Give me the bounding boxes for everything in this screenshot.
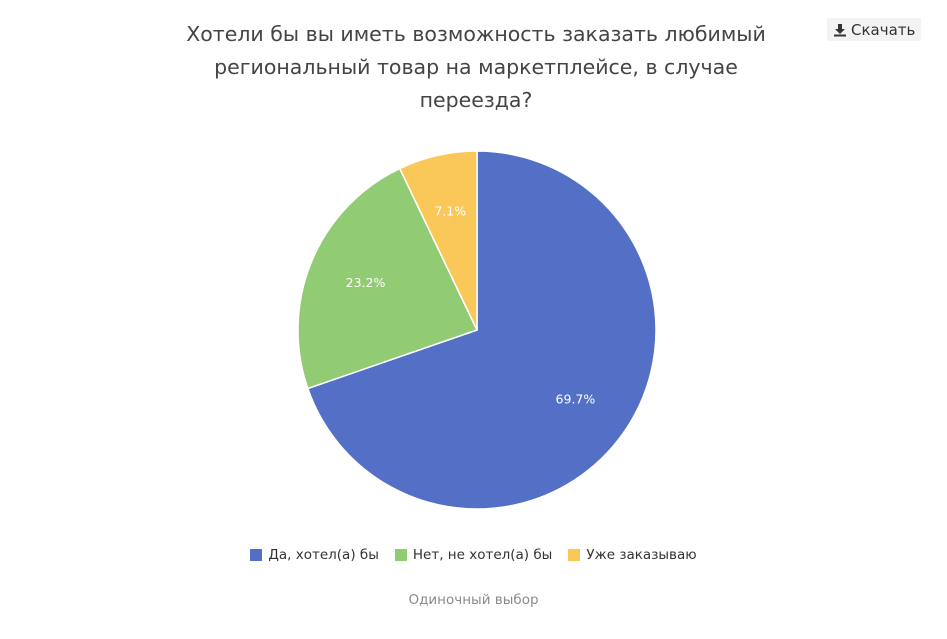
download-icon	[833, 23, 847, 37]
legend-item-2[interactable]: Нет, не хотел(а) бы	[394, 545, 553, 565]
legend-swatch-2	[394, 549, 407, 561]
pie-slice-label-1: 69.7%	[556, 392, 596, 407]
pie-slice-label-2: 23.2%	[346, 275, 386, 290]
legend-label-3: Уже заказываю	[586, 547, 697, 563]
pie-slice-2[interactable]	[297, 167, 478, 390]
pie-slice-label-3: 7.1%	[434, 204, 466, 219]
legend-item-3[interactable]: Уже заказываю	[568, 545, 697, 565]
pie-slice-3[interactable]	[399, 150, 478, 331]
download-label: Скачать	[851, 20, 916, 39]
legend-swatch-1	[250, 549, 263, 561]
legend-item-1[interactable]: Да, хотел(а) бы	[250, 545, 379, 565]
selection-type-note: Одиночный выбор	[408, 592, 539, 608]
download-button[interactable]: Скачать	[827, 18, 922, 41]
chart-title: Хотели бы вы иметь возможность заказать …	[186, 22, 766, 112]
legend-swatch-3	[568, 549, 581, 561]
legend-label-1: Да, хотел(а) бы	[268, 547, 379, 563]
pie-slice-1[interactable]	[307, 150, 657, 510]
chart-legend: Да, хотел(а) бы Нет, не хотел(а) бы Уже за…	[0, 545, 947, 565]
legend-label-2: Нет, не хотел(а) бы	[412, 547, 553, 563]
